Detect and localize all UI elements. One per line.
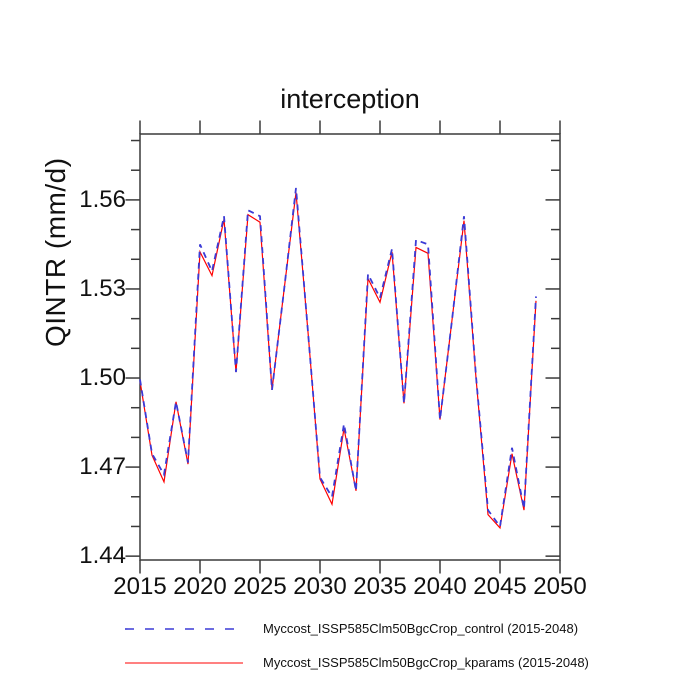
legend-swatch-control xyxy=(125,628,243,630)
legend-swatch-kparams xyxy=(125,662,243,664)
chart-title: interception xyxy=(280,84,420,114)
series-line-kparams xyxy=(139,192,537,530)
x-tick-label: 2035 xyxy=(353,573,407,600)
plot-border xyxy=(139,133,561,561)
x-tick-label: 2015 xyxy=(113,573,167,600)
y-tick-label: 1.47 xyxy=(79,453,126,481)
x-tick-label: 2040 xyxy=(413,573,467,600)
x-tick-label: 2025 xyxy=(233,573,287,600)
y-tick-label: 1.50 xyxy=(79,364,126,392)
x-tick-label: 2045 xyxy=(473,573,527,600)
legend-label-control: Myccost_ISSP585Clm50BgcCrop_control (201… xyxy=(263,621,579,636)
x-tick-label: 2020 xyxy=(173,573,227,600)
x-tick-label: 2030 xyxy=(293,573,347,600)
legend-label-kparams: Myccost_ISSP585Clm50BgcCrop_kparams (201… xyxy=(263,655,589,670)
series-line-control xyxy=(139,187,537,529)
y-tick-label: 1.53 xyxy=(79,274,126,302)
y-tick-label: 1.56 xyxy=(79,185,126,213)
x-tick-label: 2050 xyxy=(533,573,587,600)
y-tick-label: 1.44 xyxy=(79,542,126,570)
